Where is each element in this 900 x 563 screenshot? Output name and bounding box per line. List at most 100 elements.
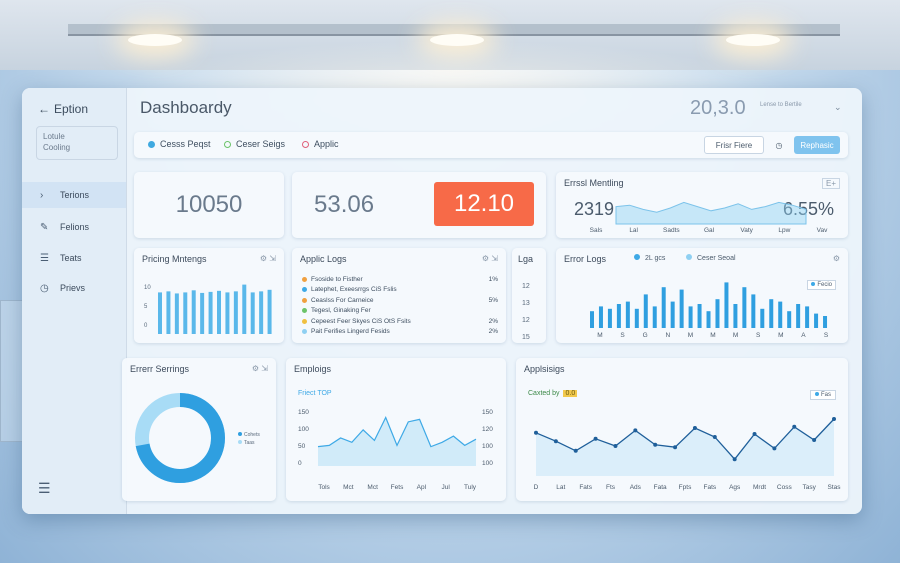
x-tick-label: M xyxy=(733,332,738,339)
log-status-dot xyxy=(302,318,307,324)
log-percent: 1% xyxy=(488,275,498,283)
settings-icon[interactable]: ⚙ ⇲ xyxy=(259,254,276,263)
legend-item: Taas xyxy=(238,439,260,447)
filter-chip-cesss-peqst[interactable]: Cesss Peqst xyxy=(148,139,211,149)
legend-item: Cohets xyxy=(238,431,260,439)
settings-icon[interactable]: ⚙ ⇲ xyxy=(251,364,268,373)
x-tick-label: M xyxy=(710,332,715,339)
hamburger-menu-icon[interactable]: ☰ xyxy=(38,480,51,496)
data-point xyxy=(633,428,638,433)
back-arrow-icon[interactable]: ← xyxy=(38,102,50,116)
log-row[interactable]: Fsoside to Fisther 1% xyxy=(302,274,498,285)
bar xyxy=(174,293,179,334)
pricing-card: Pricing Mntengs ⚙ ⇲ 10 5 0 xyxy=(134,248,284,343)
profile-line-1: Lotule xyxy=(43,132,65,141)
donut-chart xyxy=(135,393,225,483)
log-text: Ceaslss For Carneice xyxy=(311,296,374,304)
x-tick-label: Apl xyxy=(417,484,427,491)
bar xyxy=(643,294,648,328)
bar xyxy=(706,311,711,328)
chart-tag[interactable]: Fecio xyxy=(807,280,836,290)
bar xyxy=(217,290,221,334)
lga-value: 12 xyxy=(522,283,530,290)
chart-tag[interactable]: Fas xyxy=(809,390,836,400)
data-point xyxy=(553,439,558,444)
card-title: Emploigs xyxy=(294,364,332,374)
sidebar-item-felions[interactable]: ✎ Felions xyxy=(22,214,126,240)
bar xyxy=(796,304,801,328)
primary-action-button[interactable]: Rephasic xyxy=(794,136,840,154)
tag-label: Fas xyxy=(820,392,831,398)
clock-icon: ◷ xyxy=(40,282,49,294)
data-point xyxy=(752,432,757,436)
legend-label: Cohets xyxy=(244,432,260,438)
subtitle-label: Caxted by xyxy=(528,390,560,397)
x-tick-label: Sals xyxy=(590,227,603,234)
badge[interactable]: E+ xyxy=(821,178,840,189)
x-tick-label: Sadts xyxy=(663,227,680,234)
chevron-down-icon[interactable]: ⌄ xyxy=(834,102,842,112)
sidebar-brand[interactable]: ← Eption xyxy=(38,102,88,116)
clock-icon[interactable]: ◷ xyxy=(775,140,783,150)
log-row[interactable]: Ceaslss For Carneice 5% xyxy=(302,295,498,306)
x-tick-label: Tasy xyxy=(802,484,816,491)
bar xyxy=(688,306,693,328)
chip-dot xyxy=(148,140,155,148)
error-logs-card: Error Logs 2L gcs Ceser Seoal ⚙ Fecio M S… xyxy=(556,248,848,343)
log-row[interactable]: Tegesl, Ginaking Fer xyxy=(302,306,498,317)
x-tick-label: Mrdt xyxy=(753,484,766,491)
log-row[interactable]: Cepeest Feer Skyes CiS OtS Fsits 2% xyxy=(302,316,498,327)
bar xyxy=(166,291,171,334)
chip-label: Cesss Peqst xyxy=(160,139,211,149)
bar xyxy=(616,304,621,328)
y-tick-label: 120 xyxy=(482,426,493,433)
dashboard-screen: ← Eption Lotule Cooling › Terions ✎ Felio… xyxy=(22,88,862,514)
x-tick-label: M xyxy=(778,332,783,339)
error-settings-card: Errerr Serrings ⚙ ⇲ Cohets Taas xyxy=(122,358,276,501)
applic-logs-card: Applic Logs ⚙ ⇲ Fsoside to Fisther 1% Late… xyxy=(292,248,506,343)
filter-button[interactable]: Frisr Fiere xyxy=(704,136,764,154)
x-tick-label: Mct xyxy=(367,484,378,491)
lga-value: 15 xyxy=(522,334,530,341)
bar xyxy=(652,306,657,328)
stat-card-a: 10050 xyxy=(134,172,284,238)
bar xyxy=(805,306,810,328)
error-monitoring-card: Errssl Mentling E+ 2319 6.55% Sals Lal Sad… xyxy=(556,172,848,238)
bar xyxy=(715,299,720,328)
log-row[interactable]: Pait Ferifies Lingerd Fesids 2% xyxy=(302,327,498,338)
bar xyxy=(208,291,213,334)
settings-icon[interactable]: ⚙ ⇲ xyxy=(481,254,498,263)
sidebar-item-teats[interactable]: ☰ Teats xyxy=(22,245,126,271)
bar xyxy=(250,292,255,334)
card-title: Error Logs xyxy=(564,254,607,264)
filter-chip-ceser-seigs[interactable]: Ceser Seigs xyxy=(224,139,285,149)
x-tick-label: Fats xyxy=(704,484,717,491)
header-subtext: Lense to Bertile xyxy=(760,102,802,108)
bar xyxy=(590,311,594,328)
data-point xyxy=(772,446,777,451)
stat-value: 10050 xyxy=(175,191,243,218)
bar xyxy=(625,301,630,328)
bar xyxy=(225,292,230,334)
bar xyxy=(191,290,196,334)
y-tick-label: 50 xyxy=(298,443,306,450)
log-row[interactable]: Latephet, Exeesrrgs CiS Fslis xyxy=(302,285,498,296)
x-tick-label: Lat xyxy=(556,484,565,491)
log-percent: 2% xyxy=(488,317,498,325)
x-tick-label: Fpts xyxy=(679,484,692,491)
log-text: Pait Ferifies Lingerd Fesids xyxy=(311,328,390,336)
data-point xyxy=(534,430,538,435)
data-point xyxy=(613,444,618,448)
data-point xyxy=(653,442,658,447)
lga-values: 12 13 12 15 xyxy=(522,278,530,346)
bar xyxy=(679,289,684,328)
sidebar-profile-box[interactable]: Lotule Cooling xyxy=(36,126,118,160)
bar xyxy=(778,301,783,328)
employ-area xyxy=(318,417,476,466)
filter-chip-applic[interactable]: Applic xyxy=(302,139,339,149)
lga-value: 12 xyxy=(522,317,530,324)
settings-icon[interactable]: ⚙ xyxy=(832,254,840,263)
sidebar-item-terions[interactable]: › Terions xyxy=(22,182,126,208)
sidebar-item-prievs[interactable]: ◷ Prievs xyxy=(22,275,126,301)
